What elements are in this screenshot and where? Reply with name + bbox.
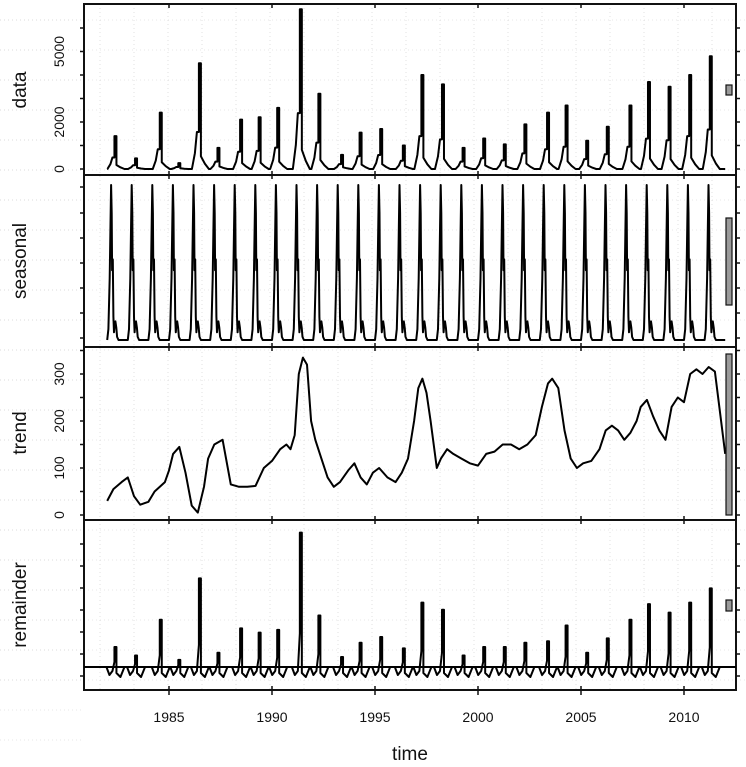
range-bar-data (725, 84, 733, 96)
ytick-label: 100 (51, 456, 67, 480)
grid (0, 4, 746, 741)
ylabel-seasonal: seasonal (10, 223, 31, 299)
panel-remainder: remainder (10, 519, 740, 691)
panel-data: data 0 2000 5000 (10, 3, 740, 176)
xtick-label: 2010 (668, 709, 699, 725)
panel-frame (83, 174, 737, 348)
ytick-label: 5000 (51, 36, 67, 67)
range-bar-remainder (725, 599, 733, 612)
panel-seasonal: seasonal (10, 174, 740, 348)
trend-series (106, 356, 727, 514)
ytick-label: 0 (51, 511, 67, 519)
yticks-trend: 0 100 200 300 (51, 349, 740, 519)
yticks-seasonal (80, 186, 740, 339)
xlabel-time: time (392, 744, 428, 765)
x-axis: 1985 1990 1995 2000 2005 2010 (153, 4, 700, 725)
xtick-label: 1985 (153, 709, 184, 725)
seasonal-line (106, 184, 726, 341)
seasonal-series (106, 184, 726, 341)
panel-frame (83, 519, 737, 691)
ytick-label: 2000 (51, 106, 67, 137)
panel-frame (83, 346, 737, 521)
range-bars (725, 84, 733, 612)
data-line (106, 8, 726, 170)
ytick-label: 300 (51, 362, 67, 386)
yticks-remainder (80, 543, 740, 677)
panel-frame (83, 3, 737, 176)
data-series (106, 8, 726, 170)
panel-trend: trend 0 100 200 300 (10, 346, 740, 521)
remainder-series (84, 531, 736, 678)
ytick-label: 0 (51, 165, 67, 173)
xtick-label: 1990 (256, 709, 287, 725)
xtick-label: 2000 (462, 709, 493, 725)
range-bar-trend (725, 353, 733, 516)
remainder-line (105, 531, 726, 678)
yticks-data: 0 2000 5000 (51, 27, 740, 173)
xtick-label: 1995 (359, 709, 390, 725)
ylabel-remainder: remainder (10, 562, 31, 648)
ytick-label: 200 (51, 409, 67, 433)
ylabel-trend: trend (10, 411, 31, 454)
ylabel-data: data (10, 71, 31, 108)
range-bar-seasonal (725, 217, 733, 306)
xtick-label: 2005 (565, 709, 596, 725)
trend-line (106, 356, 727, 514)
